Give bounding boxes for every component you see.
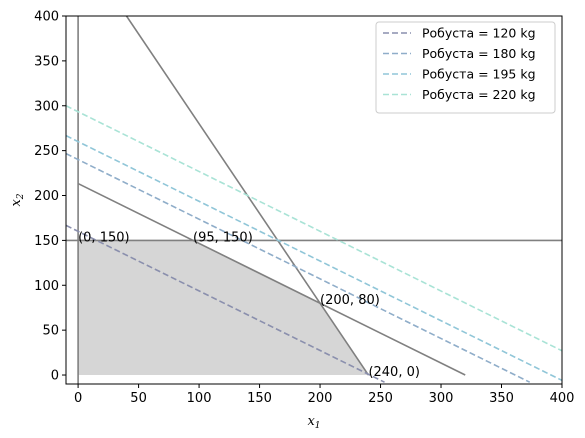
x-tick-label: 0 [74,391,82,406]
plot-frame [65,15,563,385]
x-axis-ticks: 0 50 100 150 200 250 300 350 400 [74,384,574,406]
x-tick-label: 350 [489,391,514,406]
x-tick-label: 100 [187,391,212,406]
vertex-annotation: (240, 0) [368,365,420,380]
x-tick-label: 150 [247,391,272,406]
y-axis-label: x2 [9,193,26,206]
series-line-2 [66,152,531,383]
x-axis-label: x1 [307,414,320,431]
vertex-annotation: (200, 80) [320,293,380,308]
vertex-annotation: (95, 150) [193,230,253,245]
y-tick-label: 400 [34,10,59,25]
y-axis-ticks: 0 50 100 150 200 250 300 350 400 [34,10,66,384]
y-tick-label: 100 [34,279,59,294]
legend-label: Робуста = 195 kg [422,67,536,82]
x-tick-label: 400 [550,391,575,406]
legend-label: Робуста = 180 kg [422,46,536,61]
y-tick-label: 200 [34,189,59,204]
x-tick-label: 250 [368,391,393,406]
legend-label: Робуста = 120 kg [422,26,536,41]
legend-label: Робуста = 220 kg [422,87,536,102]
y-tick-label: 250 [34,144,59,159]
series-line-1 [66,224,385,383]
feasible-region-layer [78,240,369,376]
vertex-annotations: (0, 150) (95, 150) (200, 80) (240, 0) [78,230,420,380]
y-tick-label: 50 [42,324,59,339]
x-tick-label: 300 [429,391,454,406]
objective-lines-layer [66,105,562,383]
feasible-region [78,240,369,376]
y-tick-label: 0 [51,369,59,384]
vertex-annotation: (0, 150) [78,230,130,245]
y-tick-label: 150 [34,234,59,249]
y-tick-label: 350 [34,54,59,69]
x-tick-label: 200 [308,391,333,406]
legend: Робуста = 120 kg Робуста = 180 kg Робуста … [375,21,556,114]
series-line-3 [66,134,562,382]
x-tick-label: 50 [130,391,147,406]
series-line-4 [66,105,562,352]
legend-box [375,21,556,114]
y-tick-label: 300 [34,99,59,114]
constraint-line-3 [77,182,466,376]
